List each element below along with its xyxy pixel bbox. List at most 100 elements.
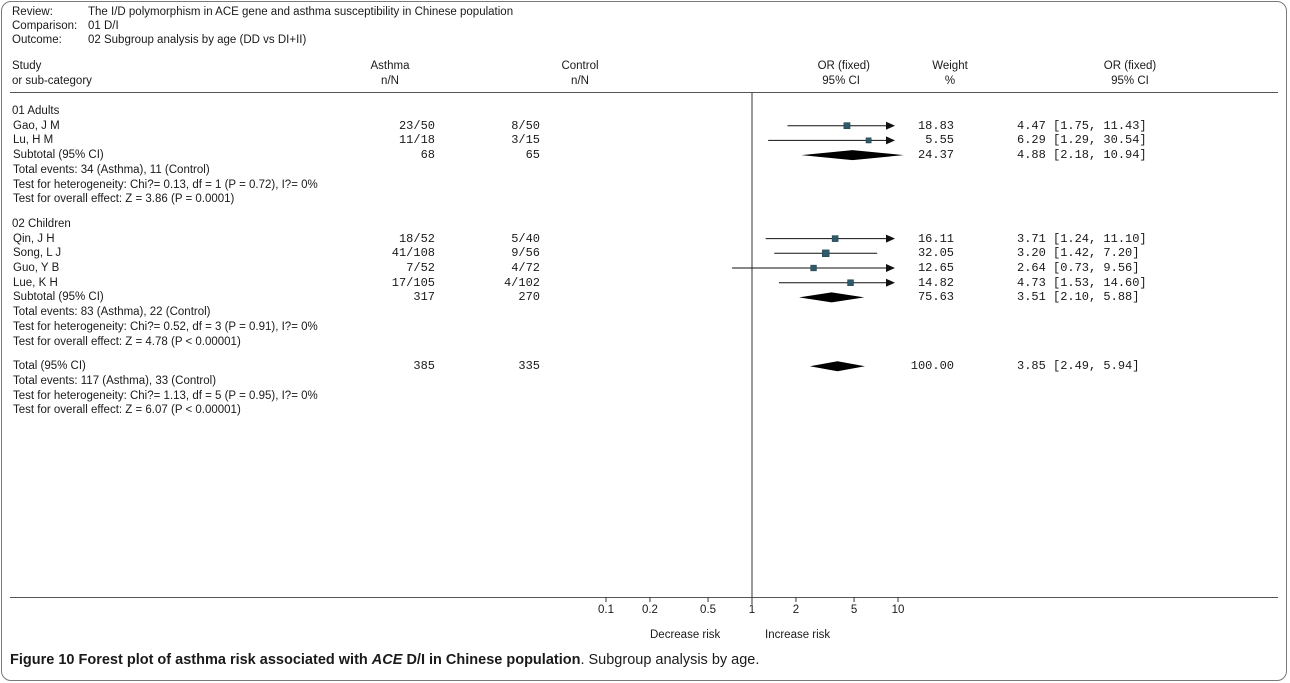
ci-arrow-right: [886, 264, 895, 272]
x-tick-label: 0.1: [598, 604, 614, 616]
weight-value: 32.05: [917, 246, 954, 261]
x-tick-label: 1: [749, 604, 755, 616]
control-count: 270: [518, 290, 540, 305]
comparison-label: Comparison:: [12, 20, 78, 32]
x-tick-label: 0.5: [700, 604, 716, 616]
footer-rule: [10, 597, 1278, 598]
weight-value: 24.37: [917, 148, 954, 163]
control-count: 335: [518, 359, 540, 374]
study-name: Guo, Y B: [13, 262, 60, 274]
or-ci-text: 6.29 [1.29, 30.54]: [1017, 133, 1147, 148]
or-ci-text: 4.47 [1.75, 11.43]: [1017, 118, 1147, 133]
control-count: 5/40: [511, 231, 540, 246]
header-rule: [10, 92, 1278, 93]
col-study: Study: [12, 60, 42, 72]
col-asthma-sub: n/N: [381, 75, 399, 87]
asthma-count: 385: [413, 359, 435, 374]
review-label: Review:: [12, 6, 53, 18]
point-estimate-square: [847, 279, 854, 286]
subgroup-note: Test for overall effect: Z = 4.78 (P < 0…: [13, 335, 241, 348]
asthma-count: 18/52: [398, 231, 435, 246]
point-estimate-square: [810, 264, 817, 272]
subgroup-note: Total events: 34 (Asthma), 11 (Control): [13, 163, 210, 176]
study-name: Lu, H M: [13, 134, 54, 147]
weight-value: 14.82: [917, 275, 954, 290]
col-or-plot-sub: 95% CI: [822, 75, 860, 87]
asthma-count: 23/50: [398, 118, 435, 133]
control-count: 3/15: [511, 133, 540, 148]
caption-prefix: Figure 10 Forest plot of asthma risk ass…: [10, 652, 372, 668]
point-estimate-square: [822, 249, 830, 257]
control-count: 9/56: [511, 246, 540, 261]
col-or-text-sub: 95% CI: [1111, 75, 1149, 87]
study-name: Qin, J H: [13, 232, 55, 245]
point-estimate-square: [865, 137, 872, 144]
x-tick-label: 5: [851, 604, 857, 616]
or-ci-text: 3.20 [1.42, 7.20]: [1017, 246, 1140, 261]
col-weight-sub: %: [944, 75, 956, 87]
figure-caption: Figure 10 Forest plot of asthma risk ass…: [10, 652, 759, 668]
outcome-value: 02 Subgroup analysis by age (DD vs DI+II…: [88, 34, 307, 46]
subgroup-note: Test for overall effect: Z = 3.86 (P = 0…: [13, 193, 235, 206]
point-estimate-square: [843, 122, 851, 130]
point-estimate-square: [831, 235, 839, 242]
study-name: Song, L J: [13, 247, 62, 260]
subgroup-note: Total events: 83 (Asthma), 22 (Control): [13, 306, 211, 319]
subgroup-note: Test for heterogeneity: Chi?= 0.52, df =…: [13, 320, 318, 333]
col-study-sub: or sub-category: [12, 75, 92, 87]
control-count: 8/50: [511, 118, 540, 133]
col-control-sub: n/N: [571, 75, 589, 87]
caption-gene: ACE: [371, 652, 403, 668]
x-tick-label: 10: [892, 604, 905, 616]
x-tick-label: 2: [793, 604, 799, 616]
col-or-plot: OR (fixed): [817, 60, 870, 72]
weight-value: 5.55: [925, 133, 954, 148]
asthma-count: 317: [413, 290, 435, 305]
pooled-diamond: [801, 150, 904, 161]
subgroup-heading: 02 Children: [12, 217, 71, 230]
comparison-value: 01 D/I: [88, 20, 119, 32]
col-weight: Weight: [932, 60, 968, 72]
weight-value: 18.83: [917, 118, 954, 133]
or-ci-text: 3.51 [2.10, 5.88]: [1017, 290, 1140, 305]
total-note: Test for heterogeneity: Chi?= 1.13, df =…: [13, 389, 318, 402]
pooled-diamond: [799, 292, 865, 303]
ci-arrow-right: [886, 136, 895, 145]
or-ci-text: 3.85 [2.49, 5.94]: [1017, 359, 1140, 374]
pooled-diamond: [809, 361, 865, 372]
asthma-count: 17/105: [391, 275, 435, 290]
or-ci-text: 4.88 [2.18, 10.94]: [1017, 148, 1147, 163]
or-ci-text: 3.71 [1.24, 11.10]: [1017, 231, 1147, 246]
asthma-count: 68: [420, 148, 435, 163]
total-note: Test for overall effect: Z = 6.07 (P < 0…: [13, 404, 241, 417]
weight-value: 75.63: [917, 290, 954, 305]
study-name: Lue, K H: [13, 276, 58, 289]
control-count: 65: [525, 148, 540, 163]
or-ci-text: 4.73 [1.53, 14.60]: [1017, 275, 1147, 290]
asthma-count: 11/18: [398, 133, 435, 148]
or-ci-text: 2.64 [0.73, 9.56]: [1017, 261, 1140, 275]
asthma-count: 41/108: [391, 246, 435, 261]
ci-arrow-right: [886, 278, 895, 287]
col-control: Control: [561, 60, 599, 72]
weight-value: 12.65: [917, 261, 954, 275]
col-or-text: OR (fixed): [1103, 60, 1157, 72]
subgroup-heading: 01 Adults: [12, 105, 60, 117]
subtotal-label: Total (95% CI): [13, 360, 86, 373]
ci-arrow-right: [886, 234, 895, 243]
review-value: The I/D polymorphism in ACE gene and ast…: [88, 6, 514, 18]
control-count: 4/102: [503, 275, 540, 290]
decrease-risk-label: Decrease risk: [650, 629, 721, 641]
weight-value: 16.11: [917, 231, 954, 246]
asthma-count: 7/52: [406, 261, 435, 275]
subgroup-note: Test for heterogeneity: Chi?= 0.13, df =…: [13, 178, 318, 191]
col-asthma: Asthma: [370, 60, 410, 72]
control-count: 4/72: [511, 261, 540, 275]
x-tick-label: 0.2: [642, 604, 658, 616]
subtotal-label: Subtotal (95% CI): [13, 291, 104, 304]
increase-risk-label: Increase risk: [765, 629, 831, 641]
outcome-label: Outcome:: [12, 34, 62, 46]
subtotal-label: Subtotal (95% CI): [13, 149, 104, 162]
